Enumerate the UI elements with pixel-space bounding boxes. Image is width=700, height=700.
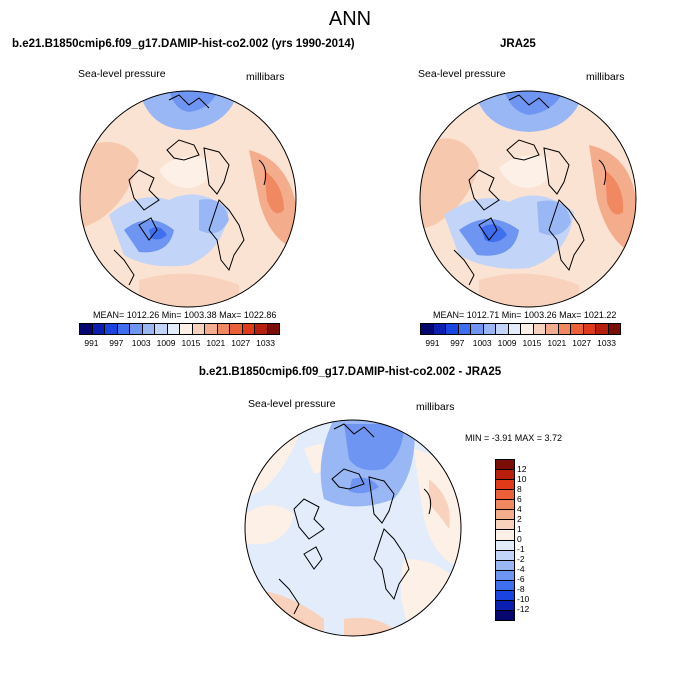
stats-obs: MEAN= 1012.71 Min= 1003.26 Max= 1021.22 bbox=[433, 310, 617, 320]
colorbar-swatch bbox=[80, 324, 93, 334]
colorbar-swatch bbox=[167, 324, 180, 334]
colorbar-tick-label: -8 bbox=[517, 584, 525, 594]
units-label-diff: millibars bbox=[416, 401, 455, 413]
colorbar-diff bbox=[495, 459, 515, 621]
colorbar-tick-label: 1033 bbox=[256, 338, 276, 348]
colorbar-swatch bbox=[583, 324, 596, 334]
colorbar-swatch bbox=[496, 560, 514, 571]
variable-label-diff: Sea-level pressure bbox=[248, 398, 336, 410]
colorbar-swatch bbox=[496, 530, 514, 541]
colorbar-swatch bbox=[496, 520, 514, 531]
polar-map-model bbox=[79, 90, 297, 308]
colorbar-swatch bbox=[496, 570, 514, 581]
colorbar-swatch bbox=[105, 324, 118, 334]
colorbar-swatch bbox=[496, 510, 514, 521]
colorbar-tick-label: 1033 bbox=[597, 338, 617, 348]
colorbar-tick-label: 1009 bbox=[156, 338, 176, 348]
colorbar-swatch bbox=[496, 590, 514, 601]
colorbar-swatch bbox=[192, 324, 205, 334]
colorbar-swatch bbox=[496, 324, 509, 334]
colorbar-tick-label: -1 bbox=[517, 544, 525, 554]
colorbar-swatch bbox=[496, 550, 514, 561]
colorbar-swatch bbox=[521, 324, 534, 334]
colorbar-swatch bbox=[130, 324, 143, 334]
colorbar-tick-label: 1003 bbox=[472, 338, 492, 348]
stats-model: MEAN= 1012.26 Min= 1003.38 Max= 1022.86 bbox=[93, 310, 277, 320]
colorbar-tick-label: 997 bbox=[109, 338, 124, 348]
colorbar-swatch bbox=[496, 540, 514, 551]
stats-diff: MIN = -3.91 MAX = 3.72 bbox=[465, 433, 563, 443]
colorbar-tick-label: 997 bbox=[450, 338, 465, 348]
colorbar-swatch bbox=[242, 324, 255, 334]
colorbar-swatch bbox=[608, 324, 620, 334]
colorbar-swatch bbox=[230, 324, 243, 334]
colorbar-tick-label: -10 bbox=[517, 594, 530, 604]
colorbar-swatch bbox=[433, 324, 446, 334]
colorbar-swatch bbox=[496, 610, 514, 620]
colorbar-swatch bbox=[546, 324, 559, 334]
colorbar-tick-label: -4 bbox=[517, 564, 525, 574]
panel-title-obs: JRA25 bbox=[500, 38, 536, 50]
colorbar-swatch bbox=[155, 324, 168, 334]
variable-label-obs: Sea-level pressure bbox=[418, 68, 506, 80]
colorbar-tick-label: -2 bbox=[517, 554, 525, 564]
colorbar-tick-label: 1003 bbox=[131, 338, 151, 348]
colorbar-swatch bbox=[446, 324, 459, 334]
colorbar-swatch bbox=[255, 324, 268, 334]
colorbar-swatch bbox=[205, 324, 218, 334]
colorbar-swatch bbox=[496, 500, 514, 511]
colorbar-tick-label: 1015 bbox=[522, 338, 542, 348]
colorbar-swatch bbox=[421, 324, 434, 334]
colorbar-swatch bbox=[496, 470, 514, 481]
colorbar-swatch bbox=[117, 324, 130, 334]
colorbar-tick-label: 1015 bbox=[181, 338, 201, 348]
colorbar-swatch bbox=[496, 580, 514, 591]
colorbar-swatch bbox=[458, 324, 471, 334]
polar-map-obs bbox=[419, 90, 637, 308]
panel-title-model: b.e21.B1850cmip6.f09_g17.DAMIP-hist-co2.… bbox=[12, 38, 355, 50]
panel-title-diff: b.e21.B1850cmip6.f09_g17.DAMIP-hist-co2.… bbox=[198, 366, 502, 378]
colorbar-swatch bbox=[596, 324, 609, 334]
colorbar-tick-label: 4 bbox=[517, 504, 522, 514]
colorbar-tick-label: 2 bbox=[517, 514, 522, 524]
colorbar-tick-label: 991 bbox=[425, 338, 440, 348]
colorbar-tick-label: -12 bbox=[517, 604, 530, 614]
colorbar-obs bbox=[420, 323, 621, 335]
colorbar-tick-label: 0 bbox=[517, 534, 522, 544]
colorbar-swatch bbox=[267, 324, 279, 334]
colorbar-tick-label: 1021 bbox=[547, 338, 567, 348]
units-label-obs: millibars bbox=[586, 71, 625, 83]
colorbar-swatch bbox=[496, 490, 514, 501]
colorbar-tick-label: 8 bbox=[517, 484, 522, 494]
colorbar-tick-label: 12 bbox=[517, 464, 527, 474]
colorbar-tick-label: 1027 bbox=[572, 338, 592, 348]
colorbar-tick-label: 1009 bbox=[497, 338, 517, 348]
colorbar-swatch bbox=[496, 460, 514, 471]
colorbar-tick-label: -6 bbox=[517, 574, 525, 584]
colorbar-swatch bbox=[471, 324, 484, 334]
colorbar-swatch bbox=[180, 324, 193, 334]
colorbar-tick-label: 991 bbox=[84, 338, 99, 348]
colorbar-swatch bbox=[533, 324, 546, 334]
units-label-model: millibars bbox=[246, 71, 285, 83]
colorbar-tick-label: 6 bbox=[517, 494, 522, 504]
polar-map-diff bbox=[244, 419, 462, 637]
colorbar-swatch bbox=[92, 324, 105, 334]
colorbar-swatch bbox=[142, 324, 155, 334]
colorbar-swatch bbox=[571, 324, 584, 334]
colorbar-swatch bbox=[558, 324, 571, 334]
colorbar-tick-label: 1021 bbox=[206, 338, 226, 348]
colorbar-model bbox=[79, 323, 280, 335]
figure-title: ANN bbox=[328, 8, 372, 30]
colorbar-tick-label: 10 bbox=[517, 474, 527, 484]
colorbar-tick-label: 1 bbox=[517, 524, 522, 534]
colorbar-swatch bbox=[217, 324, 230, 334]
colorbar-swatch bbox=[496, 600, 514, 611]
variable-label-model: Sea-level pressure bbox=[78, 68, 166, 80]
colorbar-swatch bbox=[508, 324, 521, 334]
colorbar-swatch bbox=[496, 480, 514, 491]
colorbar-swatch bbox=[483, 324, 496, 334]
colorbar-tick-label: 1027 bbox=[231, 338, 251, 348]
